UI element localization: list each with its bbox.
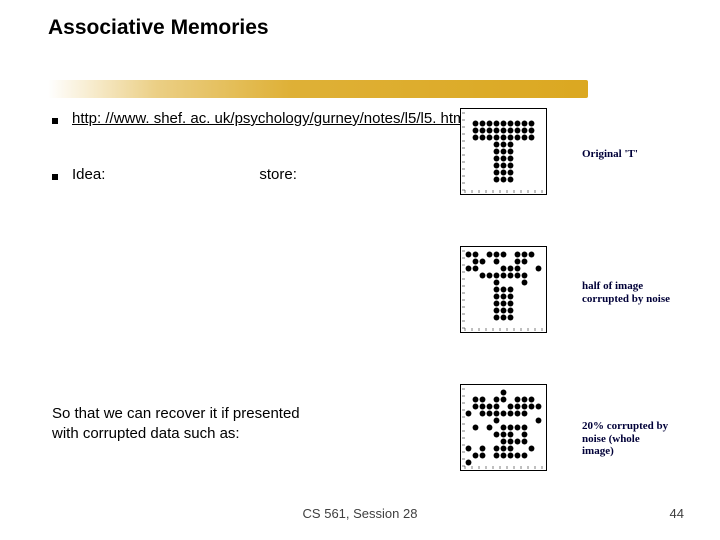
recover-text: So that we can recover it if presented w… xyxy=(52,404,452,445)
reference-link[interactable]: http: //www. shef. ac. uk/psychology/gur… xyxy=(72,110,469,127)
recover-line-2: with corrupted data such as: xyxy=(52,425,240,442)
caption-half: half of image corrupted by noise xyxy=(582,280,672,305)
slide-title: Associative Memories xyxy=(48,16,269,40)
bullet-idea: Idea: store: xyxy=(52,166,297,183)
figure-twenty-corrupted xyxy=(460,384,547,471)
bullet-dot-icon xyxy=(52,174,58,180)
caption-original: Original 'T' xyxy=(582,148,672,161)
footer-session: CS 561, Session 28 xyxy=(0,506,720,521)
title-underline xyxy=(48,80,588,98)
recover-line-1: So that we can recover it if presented xyxy=(52,405,300,422)
figure-original-t xyxy=(460,108,547,195)
figure-half-corrupted xyxy=(460,246,547,333)
footer-page-number: 44 xyxy=(670,506,684,521)
caption-twenty: 20% corrupted by noise (whole image) xyxy=(582,420,672,458)
bullet-dot-icon xyxy=(52,118,58,124)
idea-label: Idea: xyxy=(72,166,105,183)
store-label: store: xyxy=(259,166,297,183)
